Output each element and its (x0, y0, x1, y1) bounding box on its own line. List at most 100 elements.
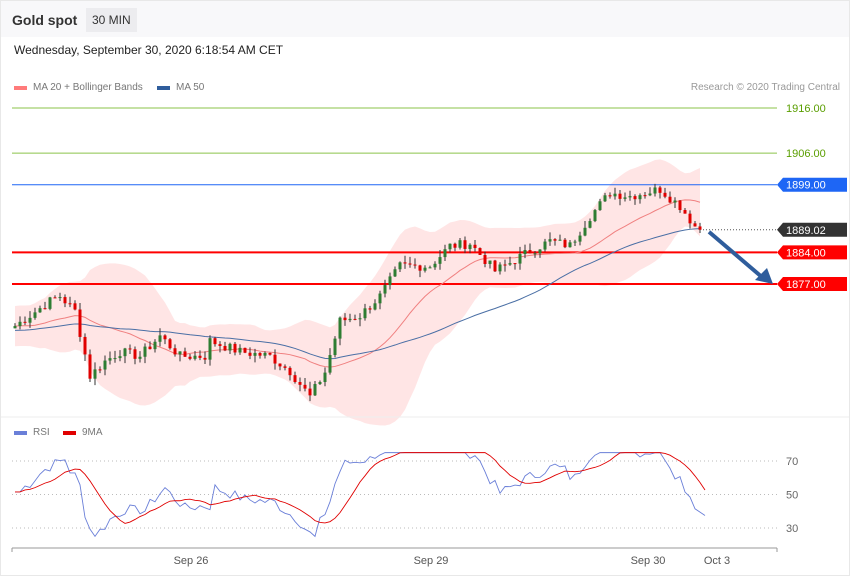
candle-body (468, 244, 472, 249)
ma20-line (14, 199, 701, 368)
credit: Research © 2020 Trading Central (690, 82, 840, 93)
candle-body (123, 348, 127, 357)
candle (338, 316, 342, 346)
candle (528, 243, 532, 254)
candle (53, 295, 57, 299)
candle (183, 347, 187, 357)
candle (48, 296, 52, 311)
level-label: 1877.00 (786, 279, 826, 291)
legend-swatch (157, 85, 170, 90)
candle (518, 246, 522, 270)
candle-body (453, 243, 457, 248)
candle-body (423, 267, 427, 271)
candle-body (73, 303, 77, 310)
candle (398, 261, 402, 272)
candle-body (228, 343, 232, 351)
candle (298, 377, 302, 392)
legend-swatch (63, 430, 76, 435)
candle-body (283, 366, 287, 368)
candle (23, 316, 27, 326)
candle (333, 336, 337, 358)
candle-body (383, 285, 387, 294)
candle (118, 350, 122, 362)
candle (198, 350, 202, 361)
candle-body (358, 318, 362, 320)
candle-body (528, 250, 532, 254)
candle-body (118, 356, 122, 359)
candle (668, 191, 672, 204)
candle (463, 236, 467, 254)
candle (588, 218, 592, 229)
candle (188, 353, 192, 361)
x-tick-label: Sep 26 (174, 555, 209, 567)
candle (68, 296, 72, 308)
candle-body (23, 321, 27, 323)
candle (13, 323, 17, 329)
candle (443, 244, 447, 261)
timeframe-button[interactable]: 30 MIN (86, 8, 137, 32)
candle-body (303, 384, 307, 389)
candle (568, 240, 572, 248)
candle-body (308, 388, 312, 396)
candle (488, 260, 492, 269)
candle-body (413, 264, 417, 266)
candle (698, 222, 702, 233)
candle-body (578, 235, 582, 242)
legend-swatch (14, 430, 27, 435)
candle (343, 313, 347, 326)
candle (558, 234, 562, 241)
candle (623, 192, 627, 202)
candle (693, 221, 697, 227)
ma50-line (14, 228, 701, 360)
candle-body (503, 264, 507, 266)
candle (633, 194, 637, 205)
candle-body (143, 346, 147, 357)
candle (33, 307, 37, 320)
candle (383, 279, 387, 298)
candle (248, 347, 252, 360)
candle (173, 344, 177, 357)
candle (578, 231, 582, 246)
instrument-title: Gold spot (12, 12, 78, 28)
candle-body (653, 187, 657, 194)
candle (483, 251, 487, 268)
candle (263, 351, 267, 359)
x-tick-label: Sep 29 (414, 555, 449, 567)
legend-ma50: MA 50 (157, 82, 204, 93)
candle-body (88, 354, 92, 379)
candle-body (138, 356, 142, 359)
candle-body (643, 195, 647, 197)
candle-body (478, 248, 482, 255)
candle-body (113, 358, 117, 360)
candle (133, 346, 137, 365)
candle-body (378, 293, 382, 304)
candle-body (563, 239, 567, 248)
candle-body (363, 308, 367, 319)
candle-body (398, 262, 402, 270)
x-tick-label: Oct 3 (704, 555, 730, 567)
candle (363, 303, 367, 321)
candle (388, 272, 392, 290)
candle-body (598, 201, 602, 211)
candle-body (628, 196, 632, 198)
candle (43, 301, 47, 310)
candle-body (408, 263, 412, 265)
candle (228, 342, 232, 354)
candle (408, 256, 412, 268)
candle (658, 185, 662, 199)
candle (378, 290, 382, 310)
candle (328, 348, 332, 375)
candle-body (298, 382, 302, 385)
level-tag (777, 177, 847, 192)
rsi-tick: 50 (786, 490, 798, 502)
candle (128, 344, 132, 354)
level-label: 1899.00 (786, 180, 826, 192)
legend-ma20: MA 20 + Bollinger Bands (14, 82, 143, 93)
candle-body (253, 352, 257, 356)
candle (138, 351, 142, 363)
candle (673, 197, 677, 209)
candle-body (388, 276, 392, 286)
candle (538, 249, 542, 258)
candle-body (513, 263, 517, 265)
